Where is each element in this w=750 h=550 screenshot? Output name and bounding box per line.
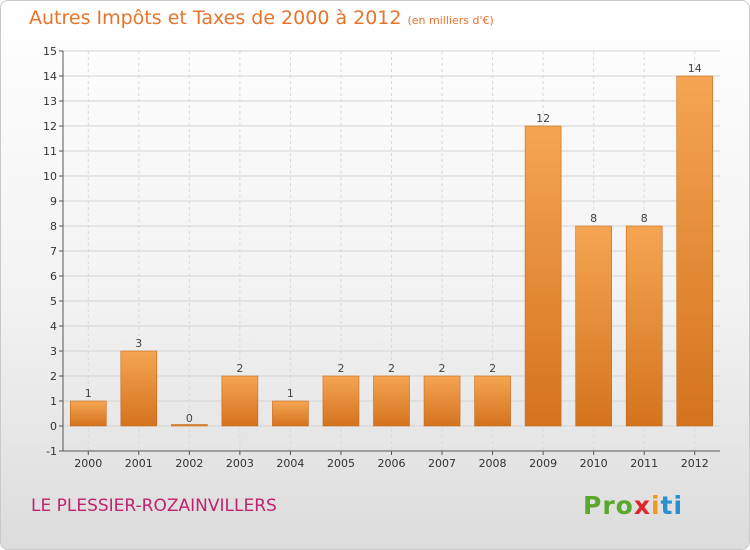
data-label-2007: 2 bbox=[439, 362, 446, 375]
bar-2007 bbox=[423, 375, 461, 427]
y-tick-label: 0 bbox=[50, 420, 57, 433]
bar-2002 bbox=[171, 424, 208, 427]
chart-title-block: Autres Impôts et Taxes de 2000 à 2012 (en… bbox=[29, 7, 494, 29]
bar-2004 bbox=[272, 400, 309, 427]
axes bbox=[59, 50, 720, 455]
x-tick-label-2008: 2008 bbox=[479, 457, 507, 470]
x-tick-label-2010: 2010 bbox=[580, 457, 608, 470]
data-label-2001: 3 bbox=[135, 337, 142, 350]
x-tick-label-2002: 2002 bbox=[175, 457, 203, 470]
y-tick-label: 1 bbox=[50, 395, 57, 408]
bar-2009 bbox=[524, 125, 562, 427]
bar-2006 bbox=[373, 375, 410, 427]
bars bbox=[69, 75, 714, 427]
bar-2005 bbox=[322, 375, 360, 427]
y-tick-label: 10 bbox=[43, 170, 57, 183]
bar-2011 bbox=[625, 225, 663, 427]
y-tick-label: 4 bbox=[50, 320, 57, 333]
chart-title: Autres Impôts et Taxes de 2000 à 2012 bbox=[29, 7, 402, 29]
y-tick-label: -1 bbox=[46, 445, 57, 458]
bar-2000 bbox=[69, 400, 107, 427]
y-tick-label: 11 bbox=[43, 145, 57, 158]
data-label-2000: 1 bbox=[85, 387, 92, 400]
y-tick-label: 12 bbox=[43, 120, 57, 133]
bar-2012 bbox=[676, 75, 714, 427]
data-label-2011: 8 bbox=[641, 212, 648, 225]
y-tick-label: 3 bbox=[50, 345, 57, 358]
x-tick-label-2005: 2005 bbox=[327, 457, 355, 470]
y-tick-label: 2 bbox=[50, 370, 57, 383]
x-tick-label-2007: 2007 bbox=[428, 457, 456, 470]
chart-unit: (en milliers d'€) bbox=[407, 14, 494, 27]
x-tick-label-2000: 2000 bbox=[74, 457, 102, 470]
bar-2010 bbox=[575, 225, 612, 427]
data-label-2012: 14 bbox=[688, 62, 702, 75]
y-tick-label: 14 bbox=[43, 70, 57, 83]
x-tick-label-2011: 2011 bbox=[630, 457, 658, 470]
x-tick-label-2001: 2001 bbox=[125, 457, 153, 470]
labels: -101234567891011121314151200032001020022… bbox=[43, 45, 709, 470]
y-tick-label: 9 bbox=[50, 195, 57, 208]
y-tick-label: 8 bbox=[50, 220, 57, 233]
y-tick-label: 15 bbox=[43, 45, 57, 58]
y-tick-label: 6 bbox=[50, 270, 57, 283]
town-name: LE PLESSIER-ROZAINVILLERS bbox=[31, 496, 277, 516]
data-label-2006: 2 bbox=[388, 362, 395, 375]
x-tick-label-2006: 2006 bbox=[378, 457, 406, 470]
y-tick-label: 5 bbox=[50, 295, 57, 308]
bar-2008 bbox=[474, 375, 511, 427]
data-label-2009: 12 bbox=[536, 112, 550, 125]
data-label-2005: 2 bbox=[337, 362, 344, 375]
x-tick-label-2004: 2004 bbox=[276, 457, 304, 470]
data-label-2002: 0 bbox=[186, 412, 193, 425]
y-tick-label: 13 bbox=[43, 95, 57, 108]
x-tick-label-2009: 2009 bbox=[529, 457, 557, 470]
data-label-2010: 8 bbox=[590, 212, 597, 225]
proxiti-logo[interactable]: Proxiti bbox=[583, 491, 684, 520]
data-label-2003: 2 bbox=[236, 362, 243, 375]
x-tick-label-2012: 2012 bbox=[681, 457, 709, 470]
bar-2003 bbox=[221, 375, 259, 427]
y-tick-label: 7 bbox=[50, 245, 57, 258]
data-label-2004: 1 bbox=[287, 387, 294, 400]
bar-2001 bbox=[120, 350, 158, 427]
x-tick-label-2003: 2003 bbox=[226, 457, 254, 470]
data-label-2008: 2 bbox=[489, 362, 496, 375]
